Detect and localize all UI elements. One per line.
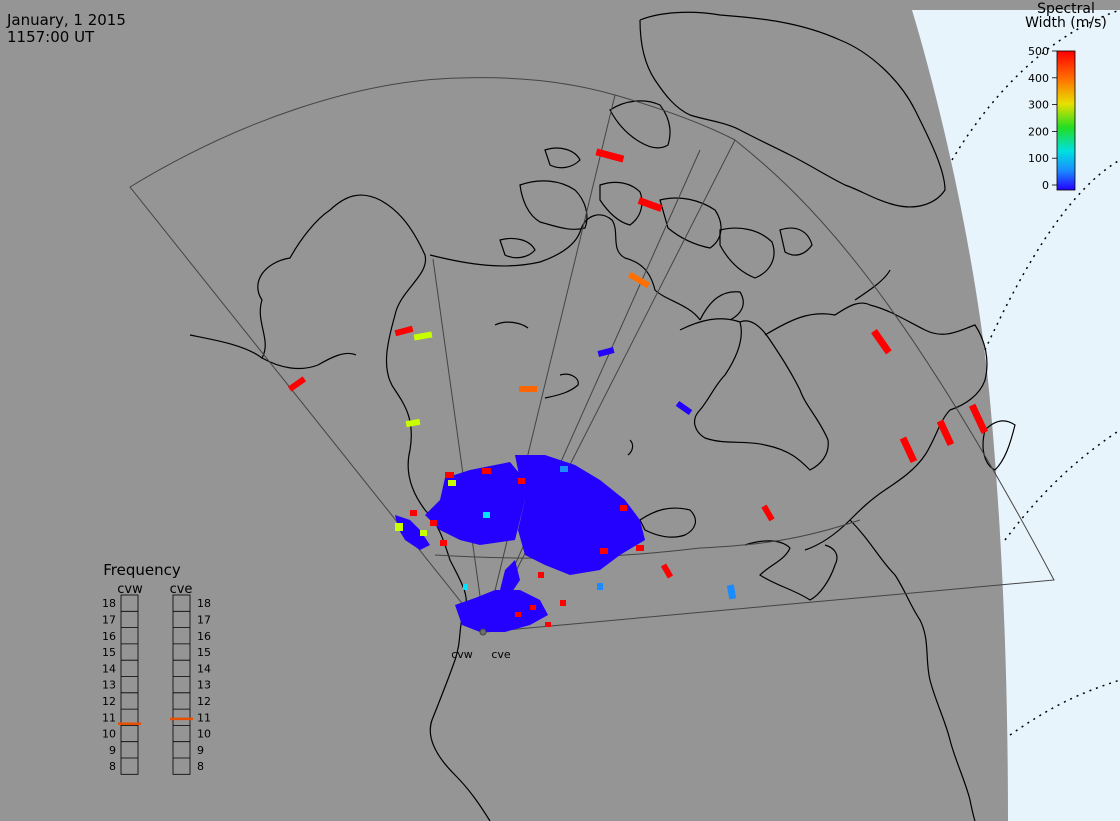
frequency-title: Frequency [103, 561, 181, 579]
radar-site-cvw [479, 628, 487, 636]
frequency-level-label: 17 [102, 613, 116, 626]
latitude-circles [951, 9, 1120, 736]
frequency-level-label: 18 [197, 597, 211, 610]
frequency-level-label: 10 [102, 728, 116, 741]
colorbar-title-line1: Spectral [1037, 1, 1095, 17]
echo-patch-cvw-main [395, 455, 645, 632]
frequency-level-label: 15 [102, 646, 116, 659]
echo-cells-high-width [287, 148, 988, 627]
frequency-level-label: 18 [102, 597, 116, 610]
frequency-level-label: 13 [197, 679, 211, 692]
colorbar-tick-label: 400 [1028, 72, 1049, 85]
frequency-level-label: 14 [197, 662, 211, 675]
frequency-level-label: 12 [197, 695, 211, 708]
colorbar-tick-label: 200 [1028, 125, 1049, 138]
radar-sites: cvw cve [451, 628, 511, 661]
frequency-level-label: 8 [109, 760, 116, 773]
colorbar-tick-label: 300 [1028, 99, 1049, 112]
colorbar-gradient [1056, 50, 1076, 191]
echo-cells-medium-width [395, 271, 737, 600]
frequency-level-label: 9 [109, 744, 116, 757]
colorbar-title-line2: Width (m/s) [1025, 15, 1107, 31]
frequency-level-label: 9 [197, 744, 204, 757]
frequency-level-label: 15 [197, 646, 211, 659]
radar-label-cvw: cvw [451, 648, 473, 661]
spectral-width-colorbar: Spectral Width (m/s) 500 400 300 200 100 0 [1025, 1, 1107, 192]
frequency-level-label: 12 [102, 695, 116, 708]
frequency-level-label: 10 [197, 728, 211, 741]
frequency-level-label: 13 [102, 679, 116, 692]
frequency-ladder-cvw [120, 594, 139, 775]
time-label: 1157:00 UT [7, 28, 95, 46]
frequency-level-label: 8 [197, 760, 204, 773]
frequency-level-label: 17 [197, 613, 211, 626]
daylight-region [912, 10, 1120, 821]
radar-fov-outlines [129, 77, 1055, 634]
frequency-panel: Frequency cvw cve 18 17 16 15 14 13 12 11 10 9 8 18… [102, 561, 211, 775]
colorbar-tick-label: 100 [1028, 152, 1049, 165]
frequency-level-label: 11 [102, 711, 116, 724]
date-label: January, 1 2015 [6, 11, 126, 29]
radar-label-cve: cve [491, 648, 511, 661]
frequency-col-cvw: cvw [117, 582, 143, 597]
colorbar-tick-label: 500 [1028, 45, 1049, 58]
frequency-level-label: 11 [197, 711, 211, 724]
frequency-level-label: 16 [197, 630, 211, 643]
radar-echoes [287, 148, 988, 632]
frequency-ladder-cve [172, 594, 191, 775]
frequency-level-label: 16 [102, 630, 116, 643]
frequency-col-cve: cve [170, 582, 193, 597]
colorbar-tick-label: 0 [1042, 179, 1049, 192]
frequency-level-label: 14 [102, 662, 116, 675]
